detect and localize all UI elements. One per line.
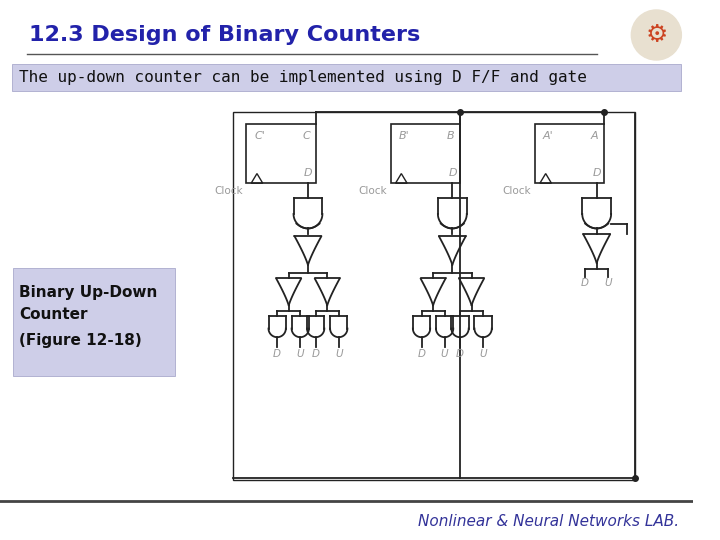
Bar <box>246 124 315 183</box>
Text: U: U <box>604 279 612 288</box>
Bar <box>233 112 635 480</box>
Text: D: D <box>418 349 426 359</box>
Text: D: D <box>273 349 282 359</box>
Text: B: B <box>446 131 454 141</box>
Text: U: U <box>441 349 449 359</box>
Text: B': B' <box>398 131 409 141</box>
Text: A': A' <box>543 131 554 141</box>
Text: D: D <box>581 279 589 288</box>
Text: Clock: Clock <box>359 186 387 196</box>
Text: ⚙: ⚙ <box>645 23 667 47</box>
Text: 12.3 Design of Binary Counters: 12.3 Design of Binary Counters <box>29 25 420 45</box>
Circle shape <box>631 10 681 60</box>
Text: Clock: Clock <box>214 186 243 196</box>
Text: D: D <box>456 349 464 359</box>
Bar <box>391 124 460 183</box>
Text: Binary Up-Down
Counter: Binary Up-Down Counter <box>19 285 158 322</box>
Text: D: D <box>449 168 457 178</box>
Text: U: U <box>480 349 487 359</box>
Text: C: C <box>302 131 310 141</box>
Text: U: U <box>335 349 343 359</box>
Bar <box>12 64 681 91</box>
Bar <box>14 268 175 376</box>
Text: D: D <box>593 168 601 178</box>
Text: D: D <box>312 349 320 359</box>
Text: Nonlinear & Neural Networks LAB.: Nonlinear & Neural Networks LAB. <box>418 514 680 529</box>
Text: D: D <box>304 168 312 178</box>
Text: C': C' <box>254 131 265 141</box>
Text: The up-down counter can be implemented using D F/F and gate: The up-down counter can be implemented u… <box>19 70 587 85</box>
Text: (Figure 12-18): (Figure 12-18) <box>19 333 142 348</box>
Text: A: A <box>591 131 598 141</box>
Text: U: U <box>297 349 304 359</box>
Text: Clock: Clock <box>503 186 531 196</box>
Bar <box>535 124 604 183</box>
